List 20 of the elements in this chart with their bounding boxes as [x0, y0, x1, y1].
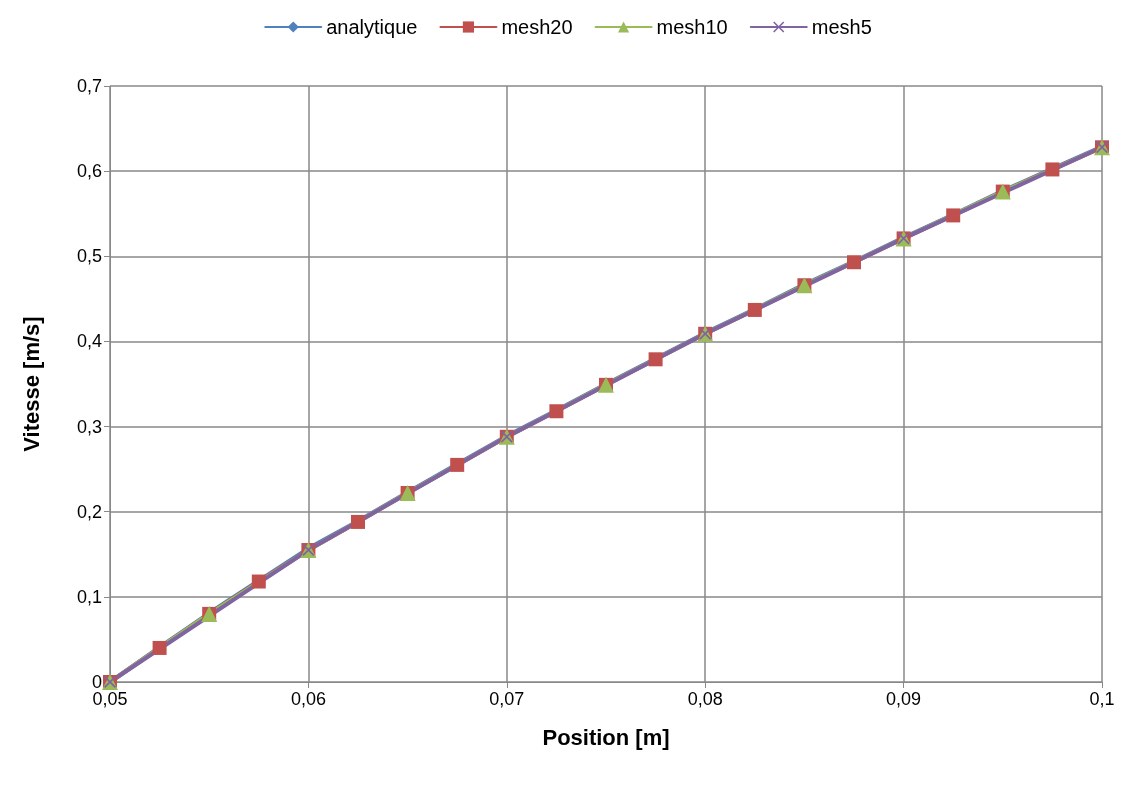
y-tick-label: 0,3 [76, 416, 102, 437]
x-tick-label: 0,09 [886, 689, 922, 709]
y-tick-label: 0,7 [76, 76, 102, 96]
legend-label: mesh10 [656, 16, 728, 38]
y-tick-label: 0,1 [76, 586, 102, 607]
x-tick-label: 0,08 [687, 689, 723, 709]
legend-label: mesh5 [811, 16, 872, 38]
x-tick-label: 0,1 [1089, 689, 1115, 709]
y-tick-label: 0,5 [76, 246, 102, 267]
x-axis-title: Position [m] [542, 724, 670, 750]
y-tick-label: 0,6 [76, 161, 102, 182]
x-tick-label: 0,06 [290, 689, 326, 709]
legend-label: mesh20 [501, 16, 573, 38]
y-tick-label: 0,4 [76, 331, 102, 352]
y-tick-label: 0 [91, 672, 102, 692]
x-tick-label: 0,07 [489, 689, 525, 709]
y-axis-title: Vitesse [m/s] [18, 316, 44, 452]
x-tick-label: 0,05 [92, 689, 128, 709]
y-tick-label: 0,2 [76, 501, 102, 522]
legend-label: analytique [326, 16, 418, 38]
